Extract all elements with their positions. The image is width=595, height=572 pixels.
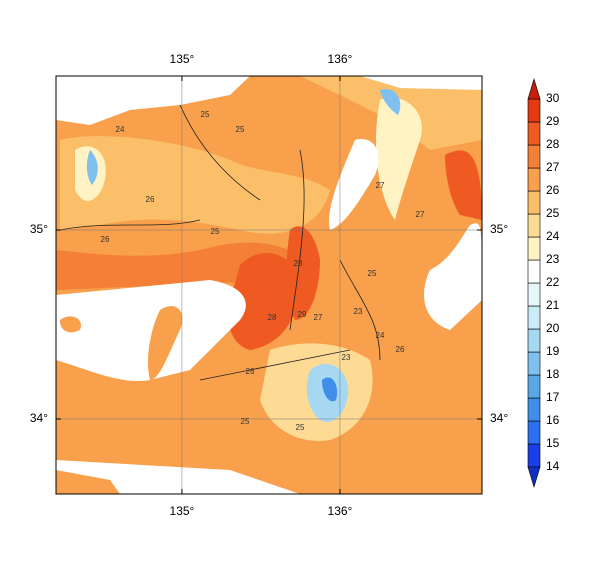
island [60, 316, 81, 333]
cold-west [86, 150, 98, 185]
contour-label: 25 [236, 125, 245, 134]
colorbar-cell [527, 328, 541, 353]
colorbar-label: 15 [546, 436, 560, 450]
contour-label: 28 [268, 313, 277, 322]
contour-label: 26 [146, 195, 155, 204]
highland-north [60, 136, 330, 234]
colorbar-cell [527, 259, 541, 284]
lon-tick-label: 136° [328, 504, 353, 518]
contour-label: 25 [201, 110, 210, 119]
contour-label: 27 [416, 210, 425, 219]
lat-tick-label: 34° [490, 411, 508, 425]
coldest-kii [322, 377, 338, 402]
colorbar-under [527, 466, 541, 489]
colorbar-label: 18 [546, 367, 560, 381]
awaji [148, 306, 183, 380]
contour-label: 25 [296, 423, 305, 432]
lat-tick-label: 34° [30, 411, 48, 425]
colorbar-cell [527, 443, 541, 468]
colorbar-label: 28 [546, 137, 560, 151]
sea-north [56, 76, 250, 125]
colorbar-label: 22 [546, 275, 560, 289]
sea-south [56, 460, 300, 494]
colorbar-label: 14 [546, 459, 560, 473]
colorbar-cell [527, 420, 541, 445]
warm-east [445, 150, 482, 220]
contour-label: 25 [241, 417, 250, 426]
contour-label: 24 [116, 125, 125, 134]
colorbar-cell [527, 374, 541, 399]
land-southwest [56, 470, 120, 494]
colorbar-label: 26 [546, 183, 560, 197]
contour-label: 23 [354, 307, 363, 316]
grid-group [56, 76, 482, 494]
map-frame [55, 75, 483, 495]
colorbar-label: 19 [546, 344, 560, 358]
contour-label: 26 [101, 235, 110, 244]
colorbar: 14 15 16 17 18 19 20 21 22 23 24 25 26 27 28 29 30 [527, 77, 560, 489]
seto-sea [56, 280, 246, 381]
colorbar-cell [527, 144, 541, 169]
colorbar-label: 27 [546, 160, 560, 174]
colorbar-label: 17 [546, 390, 560, 404]
colorbar-label: 24 [546, 229, 560, 243]
colorbar-cell [527, 282, 541, 307]
colorbar-cell [527, 121, 541, 146]
contour-label: 24 [376, 331, 385, 340]
lon-tick-label: 135° [170, 52, 195, 66]
contour-label: 25 [368, 269, 377, 278]
lat-tick-label: 35° [30, 222, 48, 236]
contour-label: 23 [342, 353, 351, 362]
colorbar-cell [527, 98, 541, 123]
colorbar-label: 25 [546, 206, 560, 220]
colorbar-label: 20 [546, 321, 560, 335]
sea-northeast [360, 76, 482, 90]
colorbar-label: 29 [546, 114, 560, 128]
cold-east [380, 89, 401, 115]
contour-label: 26 [396, 345, 405, 354]
colorbar-label: 21 [546, 298, 560, 312]
contour-label: 29 [298, 310, 307, 319]
contour-label: 27 [376, 181, 385, 190]
cool-east [375, 97, 422, 220]
lon-tick-label: 136° [328, 52, 353, 66]
contour-label: 25 [211, 227, 220, 236]
contour-labels: 24 25 26 25 25 26 27 28 29 28 27 23 24 25 26 25 27 26 25 23 [101, 110, 425, 432]
contour-label: 27 [314, 313, 323, 322]
contour-label: 28 [294, 259, 303, 268]
colorbar-cell [527, 167, 541, 192]
warm-osaka [228, 253, 300, 350]
ise-bay [424, 223, 482, 330]
colorbar-cell [527, 397, 541, 422]
land-south [320, 447, 365, 494]
colorbar-cell [527, 190, 541, 215]
colorbar-label: 23 [546, 252, 560, 266]
colorbar-over [527, 77, 541, 100]
lon-tick-label: 135° [170, 504, 195, 518]
colorbar-cell [527, 351, 541, 376]
lake-biwa [329, 139, 379, 230]
colorbar-cell [527, 305, 541, 330]
shikoku [56, 370, 140, 450]
warm-coast [56, 242, 290, 290]
colorbar-label: 16 [546, 413, 560, 427]
map-field [56, 76, 482, 494]
lat-tick-label: 35° [490, 222, 508, 236]
colorbar-cell [527, 213, 541, 238]
boundaries [59, 104, 381, 381]
contour-label: 26 [246, 367, 255, 376]
colorbar-label: 30 [546, 91, 560, 105]
colorbar-cell [527, 236, 541, 261]
